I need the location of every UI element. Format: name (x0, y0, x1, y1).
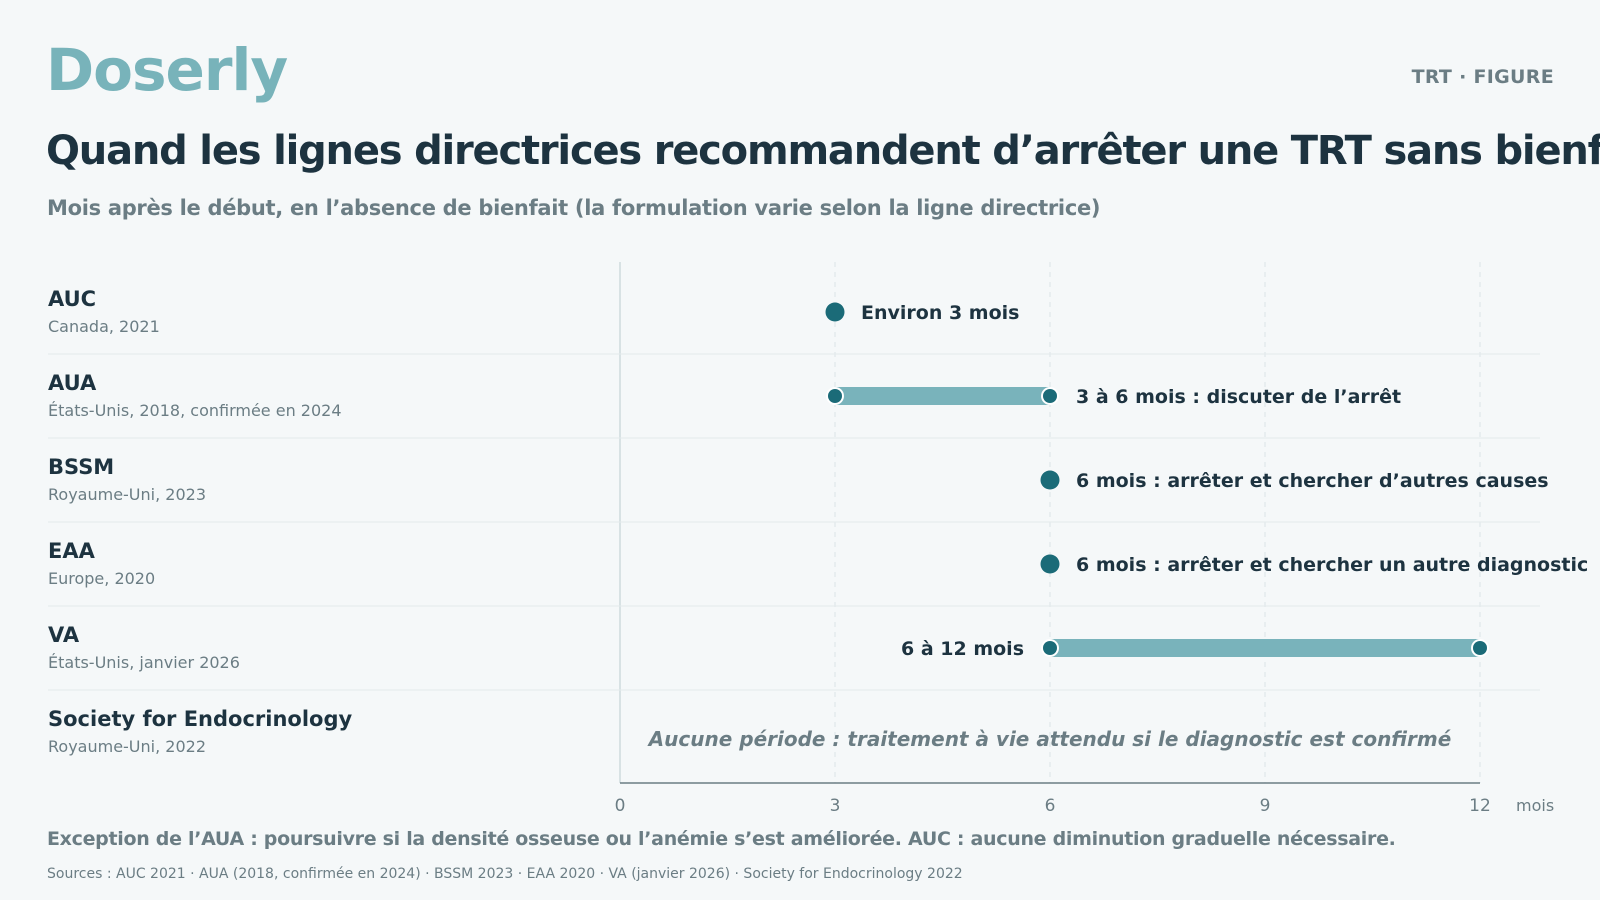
value-label: 6 mois : arrêter et chercher d’autres ca… (1076, 470, 1549, 492)
point-marker (1040, 470, 1060, 490)
value-label: 3 à 6 mois : discuter de l’arrêt (1076, 386, 1401, 408)
x-tick-label: 9 (1260, 796, 1271, 816)
row-detail: États-Unis, janvier 2026 (48, 653, 240, 672)
x-tick-label: 0 (615, 796, 626, 816)
x-tick-label: 3 (830, 796, 841, 816)
row-name: AUA (48, 371, 97, 395)
row-detail: Europe, 2020 (48, 569, 155, 588)
guideline-row: AUA États-Unis, 2018, confirmée en 2024 3 … (48, 371, 1540, 439)
guideline-row: AUC Canada, 2021 Environ 3 mois (48, 287, 1540, 355)
row-name: AUC (48, 287, 96, 311)
no-period-label: Aucune période : traitement à vie attend… (647, 727, 1452, 751)
value-label: 6 à 12 mois (901, 638, 1024, 660)
x-tick-label: 6 (1045, 796, 1056, 816)
x-tick-label: 12 (1469, 796, 1491, 816)
row-detail: États-Unis, 2018, confirmée en 2024 (48, 401, 342, 420)
footnote: Exception de l’AUA : poursuivre si la de… (47, 828, 1396, 850)
point-marker (825, 302, 845, 322)
row-name: Society for Endocrinology (48, 707, 353, 731)
range-endpoint (1043, 641, 1057, 655)
range-endpoint (828, 389, 842, 403)
range-endpoint (1473, 641, 1487, 655)
range-endpoint (1043, 389, 1057, 403)
chart-title: Quand les lignes directrices recommanden… (46, 128, 1600, 174)
row-detail: Royaume-Uni, 2023 (48, 485, 206, 504)
figure-tag: TRT · FIGURE (1411, 66, 1554, 88)
row-name: VA (48, 623, 80, 647)
value-label: 6 mois : arrêter et chercher un autre di… (1076, 554, 1588, 576)
brand-logo: Doserly (46, 36, 288, 104)
row-name: EAA (48, 539, 96, 563)
guideline-row: VA États-Unis, janvier 2026 6 à 12 mois (48, 623, 1540, 691)
sources-note: Sources : AUC 2021 · AUA (2018, confirmé… (47, 866, 963, 882)
x-axis-label: mois (1516, 796, 1554, 815)
row-detail: Canada, 2021 (48, 317, 160, 336)
chart-subtitle: Mois après le début, en l’absence de bie… (47, 196, 1101, 220)
guideline-row: EAA Europe, 2020 6 mois : arrêter et cherc… (48, 539, 1588, 607)
point-marker (1040, 554, 1060, 574)
guideline-row: BSSM Royaume-Uni, 2023 6 mois : arrêter et… (48, 455, 1549, 523)
row-detail: Royaume-Uni, 2022 (48, 737, 206, 756)
row-name: BSSM (48, 455, 114, 479)
guideline-row: Society for Endocrinology Royaume-Uni, 20… (48, 707, 1451, 756)
value-label: Environ 3 mois (861, 302, 1019, 324)
